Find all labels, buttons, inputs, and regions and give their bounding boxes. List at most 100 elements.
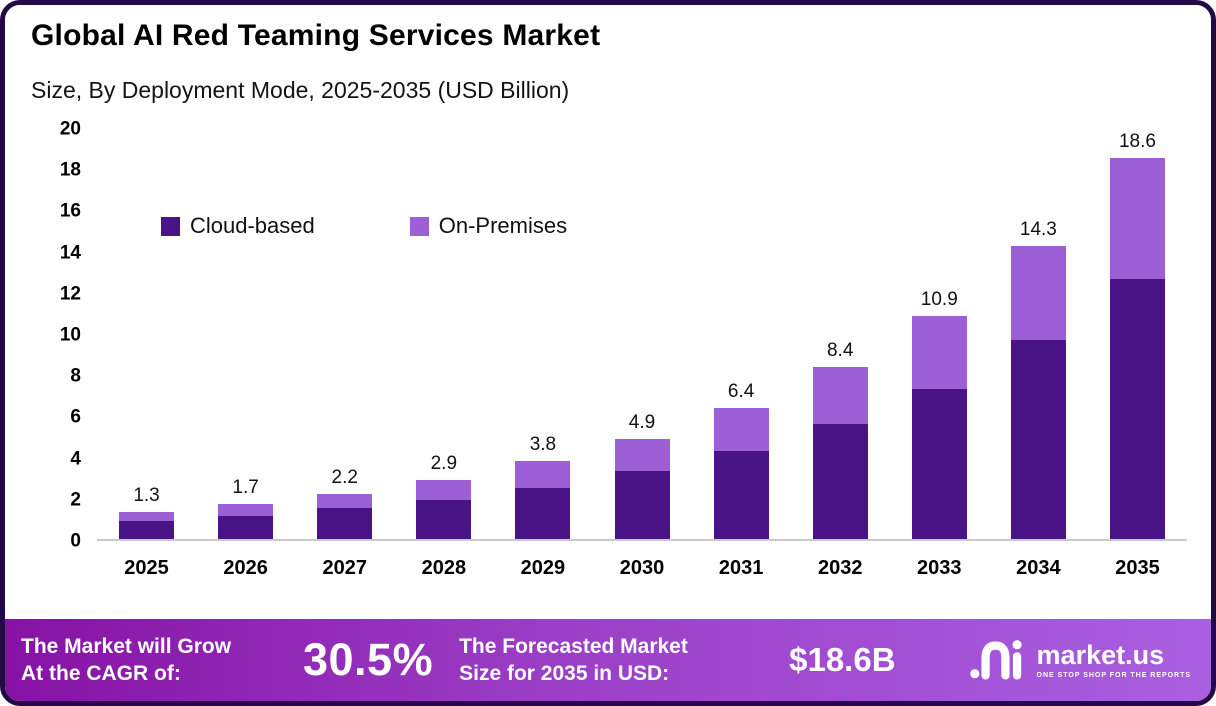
bar-total-label: 2.9 xyxy=(430,452,458,474)
brand-name: market.us xyxy=(1036,639,1165,670)
bar-total-label: 4.9 xyxy=(628,411,656,433)
y-axis: 0 2 4 6 8 10 12 14 16 18 20 xyxy=(19,120,81,551)
bar-segment-cloud-based xyxy=(911,389,967,539)
bar-segment-cloud-based xyxy=(1010,340,1066,539)
bar-stack xyxy=(713,407,769,539)
bar-total-label: 10.9 xyxy=(920,288,958,310)
legend: Cloud-based On-Premises xyxy=(161,213,567,239)
bars-row: 1.3 1.7 2.2 2.9 3.8 4.9 6.4 8.4 10.9 14.3 18.6 xyxy=(97,129,1187,539)
bar-segment-cloud-based xyxy=(119,520,175,539)
forecast-value: $18.6B xyxy=(789,641,896,678)
bar-segment-on-premises xyxy=(218,504,274,517)
brand-logo: market.us ONE STOP SHOP FOR THE REPORTS xyxy=(969,635,1191,686)
bar-stack xyxy=(317,493,373,539)
market-us-logo-icon xyxy=(969,635,1027,686)
x-tick-label: 2031 xyxy=(718,557,764,579)
bar-segment-cloud-based xyxy=(317,508,373,539)
y-tick-label: 18 xyxy=(59,159,81,181)
bar-column: 8.4 xyxy=(791,129,890,539)
bar-segment-on-premises xyxy=(911,315,967,390)
bar-segment-on-premises xyxy=(713,407,769,451)
y-tick-label: 0 xyxy=(70,530,81,552)
page-title: Global AI Red Teaming Services Market xyxy=(31,19,601,52)
y-tick-label: 12 xyxy=(59,283,81,305)
x-tick-label: 2032 xyxy=(817,557,863,579)
y-tick-label: 2 xyxy=(70,489,81,511)
bar-total-label: 2.2 xyxy=(331,466,358,488)
y-tick-label: 14 xyxy=(59,242,81,264)
x-tick-label: 2035 xyxy=(1115,557,1160,579)
bar-segment-cloud-based xyxy=(614,471,670,539)
bar-segment-cloud-based xyxy=(218,516,274,539)
forecast-label: The Forecasted Market Size for 2035 in U… xyxy=(459,633,769,688)
x-tick-label: 2034 xyxy=(1016,557,1061,579)
bar-segment-on-premises xyxy=(515,461,571,488)
bar-total-label: 18.6 xyxy=(1118,130,1156,152)
bar-column: 14.3 xyxy=(989,129,1088,539)
cagr-label-line1: The Market will Grow xyxy=(21,634,232,658)
bar-segment-cloud-based xyxy=(812,424,868,539)
y-tick-label: 8 xyxy=(70,365,81,387)
bar-column: 2.9 xyxy=(394,129,493,539)
bar-column: 6.4 xyxy=(692,129,791,539)
bar-segment-on-premises xyxy=(1010,245,1066,341)
bar-stack xyxy=(218,504,274,539)
bar-stack xyxy=(1010,245,1066,539)
x-axis: 2025 2026 2027 2028 2029 2030 2031 2032 2033 2034… xyxy=(97,557,1187,580)
x-tick-label: 2027 xyxy=(322,557,367,579)
bar-segment-cloud-based xyxy=(416,500,472,539)
bar-stack xyxy=(1109,157,1165,539)
legend-swatch-cloud xyxy=(161,216,180,236)
bar-segment-on-premises xyxy=(1109,157,1165,279)
brand-tagline: ONE STOP SHOP FOR THE REPORTS xyxy=(1036,671,1191,679)
cagr-label-line2: At the CAGR of: xyxy=(21,662,181,685)
footer-banner: The Market will Grow At the CAGR of: 30.… xyxy=(5,619,1211,701)
x-tick-label: 2026 xyxy=(223,557,268,579)
bar-segment-cloud-based xyxy=(713,450,769,539)
bar-segment-cloud-based xyxy=(515,487,571,539)
bar-stack xyxy=(515,461,571,539)
bar-segment-on-premises xyxy=(119,512,175,521)
x-tick-label: 2030 xyxy=(619,557,665,579)
brand-text: market.us ONE STOP SHOP FOR THE REPORTS xyxy=(1036,639,1191,679)
chart-subtitle: Size, By Deployment Mode, 2025-2035 (USD… xyxy=(31,77,570,103)
bar-segment-on-premises xyxy=(614,438,670,472)
bar-segment-on-premises xyxy=(416,479,472,501)
bar-total-label: 1.3 xyxy=(133,485,160,507)
x-tick-label: 2029 xyxy=(520,557,566,579)
bar-stack xyxy=(812,366,868,539)
cagr-value: 30.5% xyxy=(303,634,434,685)
bar-stack xyxy=(614,438,670,539)
legend-label-on-premises: On-Premises xyxy=(438,213,568,238)
y-tick-label: 6 xyxy=(70,406,81,428)
y-tick-label: 16 xyxy=(59,200,81,222)
legend-item-cloud-based: Cloud-based xyxy=(161,213,315,239)
forecast-label-line2: Size for 2035 in USD: xyxy=(459,662,670,685)
forecast-label-line1: The Forecasted Market xyxy=(459,634,688,658)
bar-segment-on-premises xyxy=(812,366,868,425)
y-tick-label: 4 xyxy=(70,448,81,470)
x-tick-label: 2033 xyxy=(917,557,962,579)
bar-stack xyxy=(911,315,967,539)
bar-column: 4.9 xyxy=(592,129,691,539)
bar-total-label: 8.4 xyxy=(826,339,854,361)
bar-segment-on-premises xyxy=(317,493,373,509)
bar-column: 1.3 xyxy=(97,129,196,539)
bar-total-label: 14.3 xyxy=(1019,218,1057,240)
legend-swatch-on-premises xyxy=(409,216,429,236)
bar-column: 18.6 xyxy=(1088,129,1187,539)
legend-item-on-premises: On-Premises xyxy=(409,213,568,239)
bar-total-label: 3.8 xyxy=(529,434,557,456)
bar-segment-cloud-based xyxy=(1109,278,1165,539)
x-tick-label: 2025 xyxy=(124,557,169,579)
legend-label-cloud: Cloud-based xyxy=(190,213,315,238)
bar-column: 10.9 xyxy=(890,129,989,539)
plot-area: Cloud-based On-Premises 1.3 1.7 2.2 2.9 3.8 4… xyxy=(97,129,1187,541)
y-tick-label: 20 xyxy=(59,118,81,140)
bar-stack xyxy=(416,479,472,539)
y-tick-label: 10 xyxy=(59,324,81,346)
bar-column: 3.8 xyxy=(493,129,592,539)
cagr-label: The Market will Grow At the CAGR of: xyxy=(21,633,297,688)
x-tick-label: 2028 xyxy=(421,557,467,579)
